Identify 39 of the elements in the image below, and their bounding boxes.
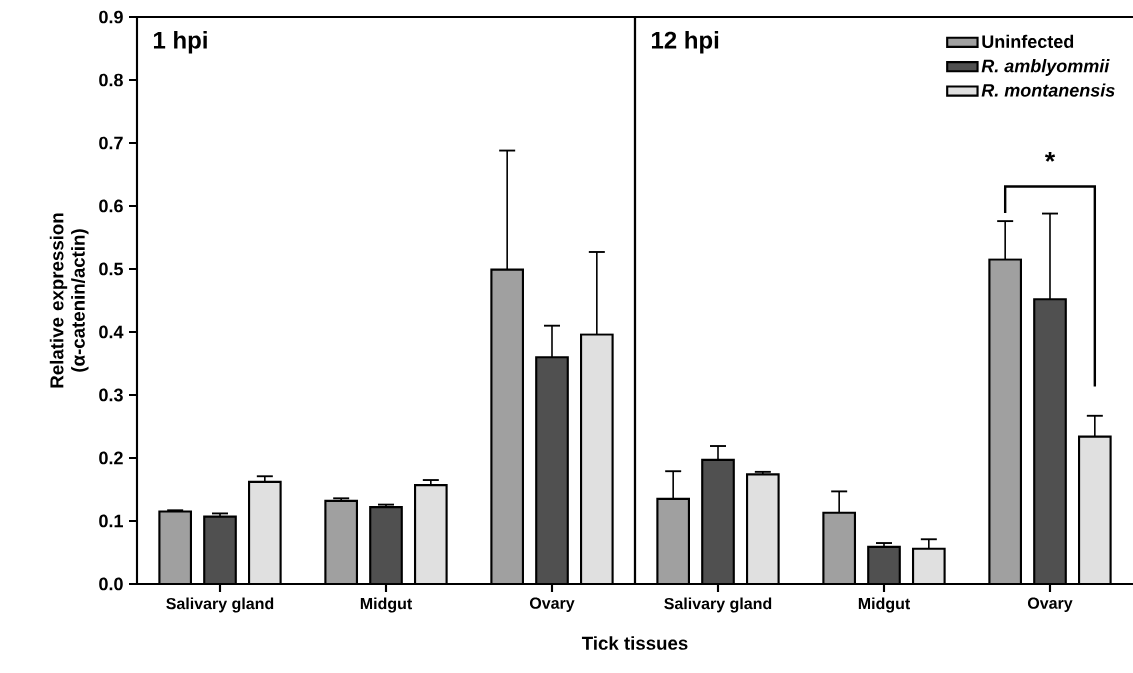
bar	[535, 356, 569, 584]
annotation: 1 hpi	[153, 31, 207, 54]
x-tick-label: Midgut	[858, 597, 911, 613]
bar	[579, 333, 614, 584]
x-axis-title: Tick tissues	[581, 636, 688, 650]
annotation: *	[1044, 151, 1056, 162]
bar	[702, 459, 734, 584]
bar	[1033, 298, 1067, 584]
y-tick-label: 0.5	[99, 262, 123, 276]
bar	[203, 515, 237, 584]
bar	[324, 499, 359, 584]
y-axis-title: Relative expression (α-catenin/actin)	[49, 213, 89, 388]
x-tick-label: Ovary	[529, 597, 575, 612]
x-tick-label: Salivary gland	[664, 597, 772, 613]
bar	[747, 474, 779, 584]
x-tick-label: Ovary	[1027, 597, 1073, 612]
y-tick-label: 0.4	[99, 325, 124, 339]
annotation: 12 hpi	[651, 31, 719, 54]
y-tick-label: 0.3	[99, 388, 123, 402]
bar	[490, 268, 525, 584]
legend-label: R. amblyommii	[981, 59, 1110, 76]
legend-label: Uninfected	[982, 34, 1074, 48]
y-tick-label: 0.8	[99, 73, 123, 87]
x-tick-label: Salivary gland	[166, 597, 274, 613]
bar	[413, 484, 448, 584]
bar	[369, 506, 403, 584]
bar	[158, 510, 193, 584]
y-tick-label: 0.1	[99, 514, 123, 528]
bar	[823, 512, 855, 584]
y-tick-label: 0.6	[99, 199, 123, 213]
y-tick-label: 0.7	[99, 136, 123, 150]
y-tick-label: 0.0	[99, 577, 123, 591]
legend-label: R. montanensis	[981, 83, 1115, 97]
y-tick-label: 0.2	[99, 451, 123, 465]
bar	[657, 498, 689, 584]
bar	[247, 480, 282, 584]
x-tick-label: Midgut	[360, 597, 413, 613]
y-tick-label: 0.9	[99, 10, 123, 24]
bar	[868, 546, 900, 584]
